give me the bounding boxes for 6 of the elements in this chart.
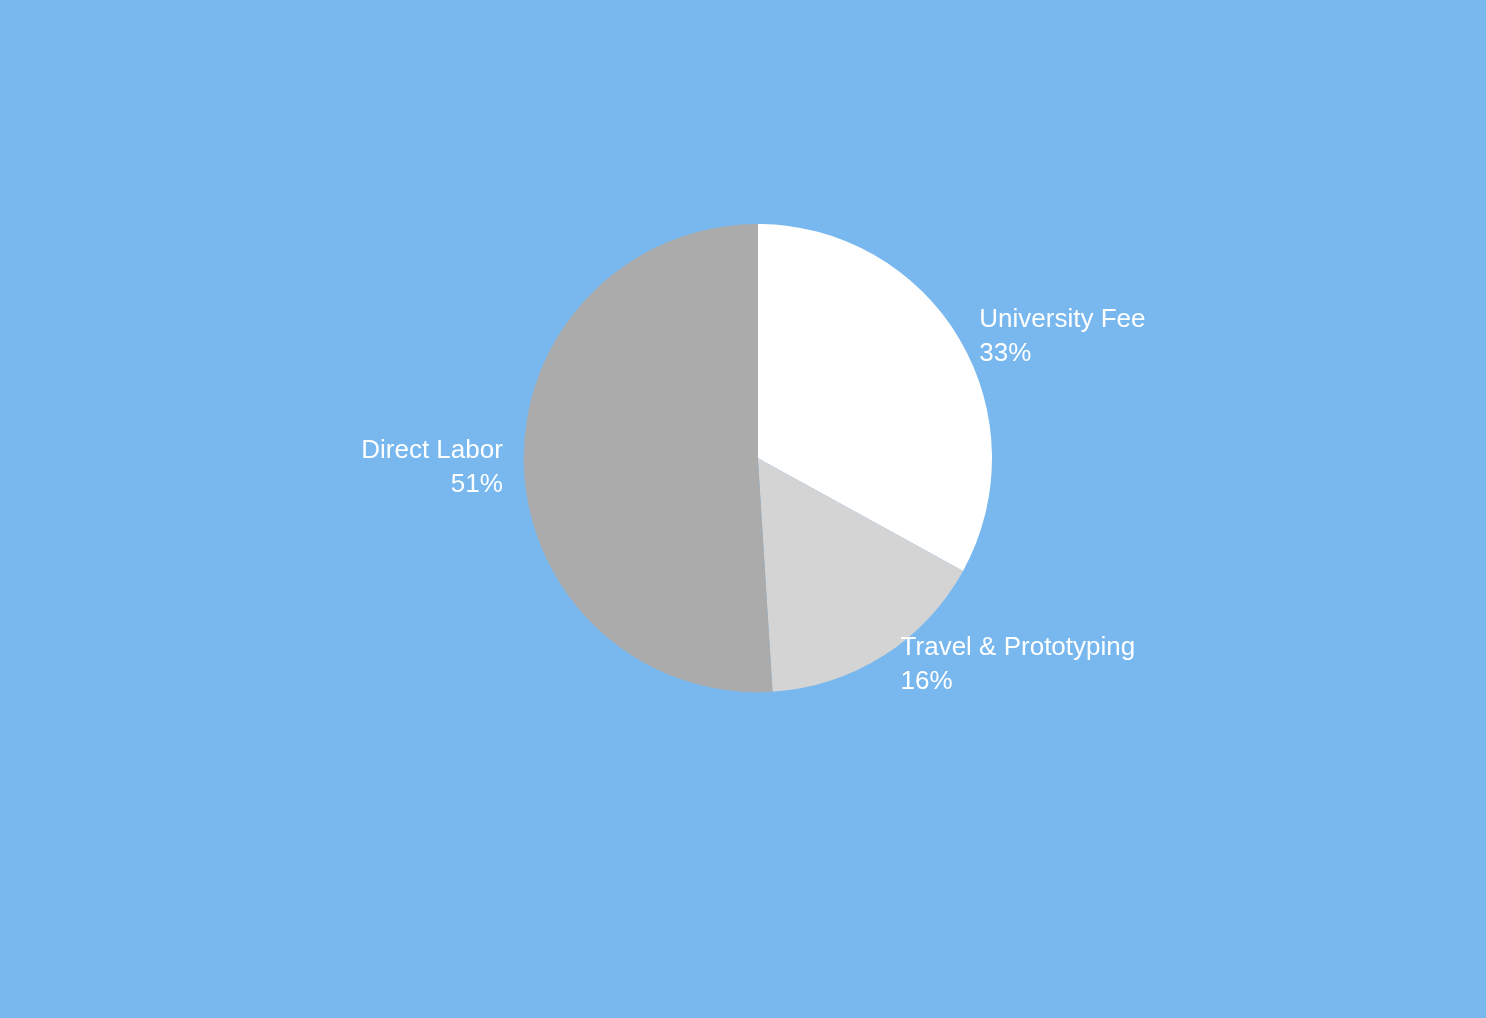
slice-label: Direct Labor [361,433,504,464]
data-label: 16% [900,664,953,695]
data-label: 33% [979,336,1032,367]
slice-label: University Fee [979,302,1146,333]
slice-label: Travel & Prototyping [900,630,1136,661]
data-label: 51% [450,467,503,498]
